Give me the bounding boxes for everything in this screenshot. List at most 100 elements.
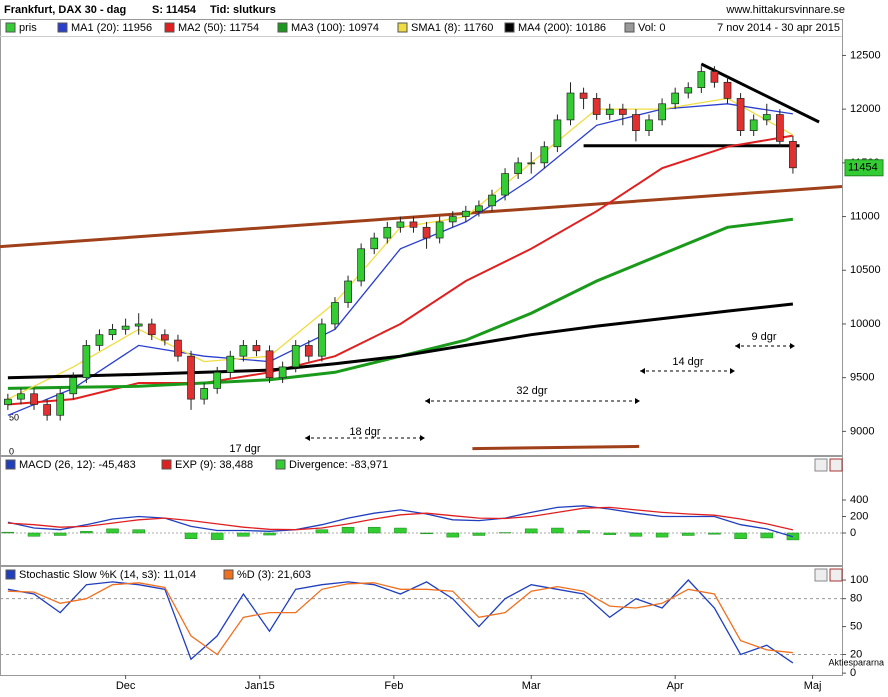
histogram-bar <box>655 532 669 538</box>
candle-body <box>161 334 169 341</box>
candle-body <box>69 377 78 395</box>
candle-body <box>736 98 745 131</box>
legend-swatch <box>164 22 175 33</box>
settings-icon[interactable] <box>814 458 828 472</box>
candle-body <box>383 226 392 239</box>
histogram-bar <box>446 532 459 538</box>
legend-label: Stochastic Slow %K (14, s3): 11,014 <box>19 569 196 581</box>
candle-body <box>226 355 235 373</box>
x-tick-label: Mar <box>522 680 541 692</box>
y-tick-label: 20 <box>850 648 862 660</box>
candle-body <box>540 146 549 164</box>
candle-body <box>82 345 91 379</box>
histogram-bar <box>106 528 119 534</box>
y-tick-label: 200 <box>850 510 868 522</box>
indicator-line <box>7 579 794 664</box>
y-tick-label: 10000 <box>850 318 881 330</box>
trendline <box>0 185 843 249</box>
candle-body <box>645 119 653 131</box>
histogram-bar <box>27 532 41 537</box>
candle-body <box>56 393 65 416</box>
candle-body <box>710 71 719 83</box>
candle-body <box>671 92 680 105</box>
close-icon[interactable] <box>829 458 843 472</box>
candle-body <box>331 302 339 325</box>
candle-body <box>370 237 379 250</box>
annotation: 18 dgr <box>349 426 381 438</box>
histogram-bar <box>80 531 93 534</box>
last-price-box <box>844 159 884 177</box>
indicator-line <box>7 582 793 656</box>
legend-swatch <box>223 569 234 580</box>
stoch-panel <box>0 566 843 676</box>
annotation: 14 dgr <box>672 356 704 368</box>
candle-body <box>501 173 509 196</box>
legend-label: pris <box>19 22 37 34</box>
close-icon[interactable] <box>829 568 843 582</box>
last-price-text: S: 11454 <box>152 4 197 16</box>
candle-body <box>422 226 431 239</box>
candle-body <box>396 221 405 228</box>
y-tick-label: 11000 <box>850 210 880 222</box>
indicator-line <box>7 505 794 538</box>
legend-swatch <box>161 459 172 470</box>
histogram-bar <box>524 528 538 534</box>
candle-body <box>461 210 470 217</box>
candle-body <box>43 404 51 416</box>
histogram-bar <box>1 531 15 534</box>
candle-body <box>697 71 706 89</box>
x-tick-label: Maj <box>804 680 822 692</box>
trendline <box>472 444 640 451</box>
legend-swatch <box>397 22 408 33</box>
candle-body <box>488 194 496 207</box>
candle-body <box>278 366 287 379</box>
legend-swatch <box>504 22 515 33</box>
legend-label: EXP (9): 38,488 <box>175 459 253 471</box>
histogram-bar <box>394 527 407 534</box>
candle-body <box>200 388 208 400</box>
legend-swatch <box>57 22 68 33</box>
x-tick-label: Jan15 <box>245 680 275 692</box>
candle-body <box>566 92 575 121</box>
legend-label: SMA1 (8): 11760 <box>411 22 493 34</box>
candle-body <box>17 393 25 400</box>
indicator-line <box>7 506 794 531</box>
candle-body <box>213 371 222 389</box>
candle-body <box>357 248 365 282</box>
macd-panel <box>0 456 843 566</box>
histogram-bar <box>132 529 145 534</box>
candle-body <box>592 98 601 115</box>
volume-tick-label: 50 <box>9 412 19 422</box>
y-tick-label: 50 <box>850 620 862 632</box>
candle-body <box>291 345 300 368</box>
x-tick-label: Feb <box>384 680 403 692</box>
candle-body <box>475 205 483 212</box>
candle-body <box>108 328 117 336</box>
settings-icon[interactable] <box>814 568 828 582</box>
histogram-bar <box>53 532 67 536</box>
y-tick-label: 12500 <box>850 49 881 61</box>
candle-body <box>147 323 156 336</box>
candle-body <box>409 221 418 228</box>
histogram-bar <box>263 532 276 536</box>
histogram-bar <box>682 532 695 536</box>
histogram-bar <box>603 532 616 535</box>
histogram-bar <box>551 527 564 534</box>
legend-label: MACD (26, 12): -45,483 <box>19 459 136 471</box>
histogram-bar <box>184 532 198 540</box>
histogram-bar <box>472 532 486 536</box>
y-tick-label: 400 <box>850 494 868 506</box>
candle-body <box>174 339 182 357</box>
candle-body <box>684 87 693 94</box>
last-price-label: 11454 <box>848 162 878 174</box>
candle-body <box>789 141 797 169</box>
histogram-bar <box>734 532 747 540</box>
candle-body <box>448 216 457 223</box>
candle-body <box>435 221 444 239</box>
x-tick-label: Apr <box>667 680 684 692</box>
candle-body <box>605 108 614 115</box>
histogram-bar <box>760 532 774 539</box>
x-tick-label: Dec <box>116 680 136 692</box>
annotation: 17 dgr <box>229 443 261 455</box>
